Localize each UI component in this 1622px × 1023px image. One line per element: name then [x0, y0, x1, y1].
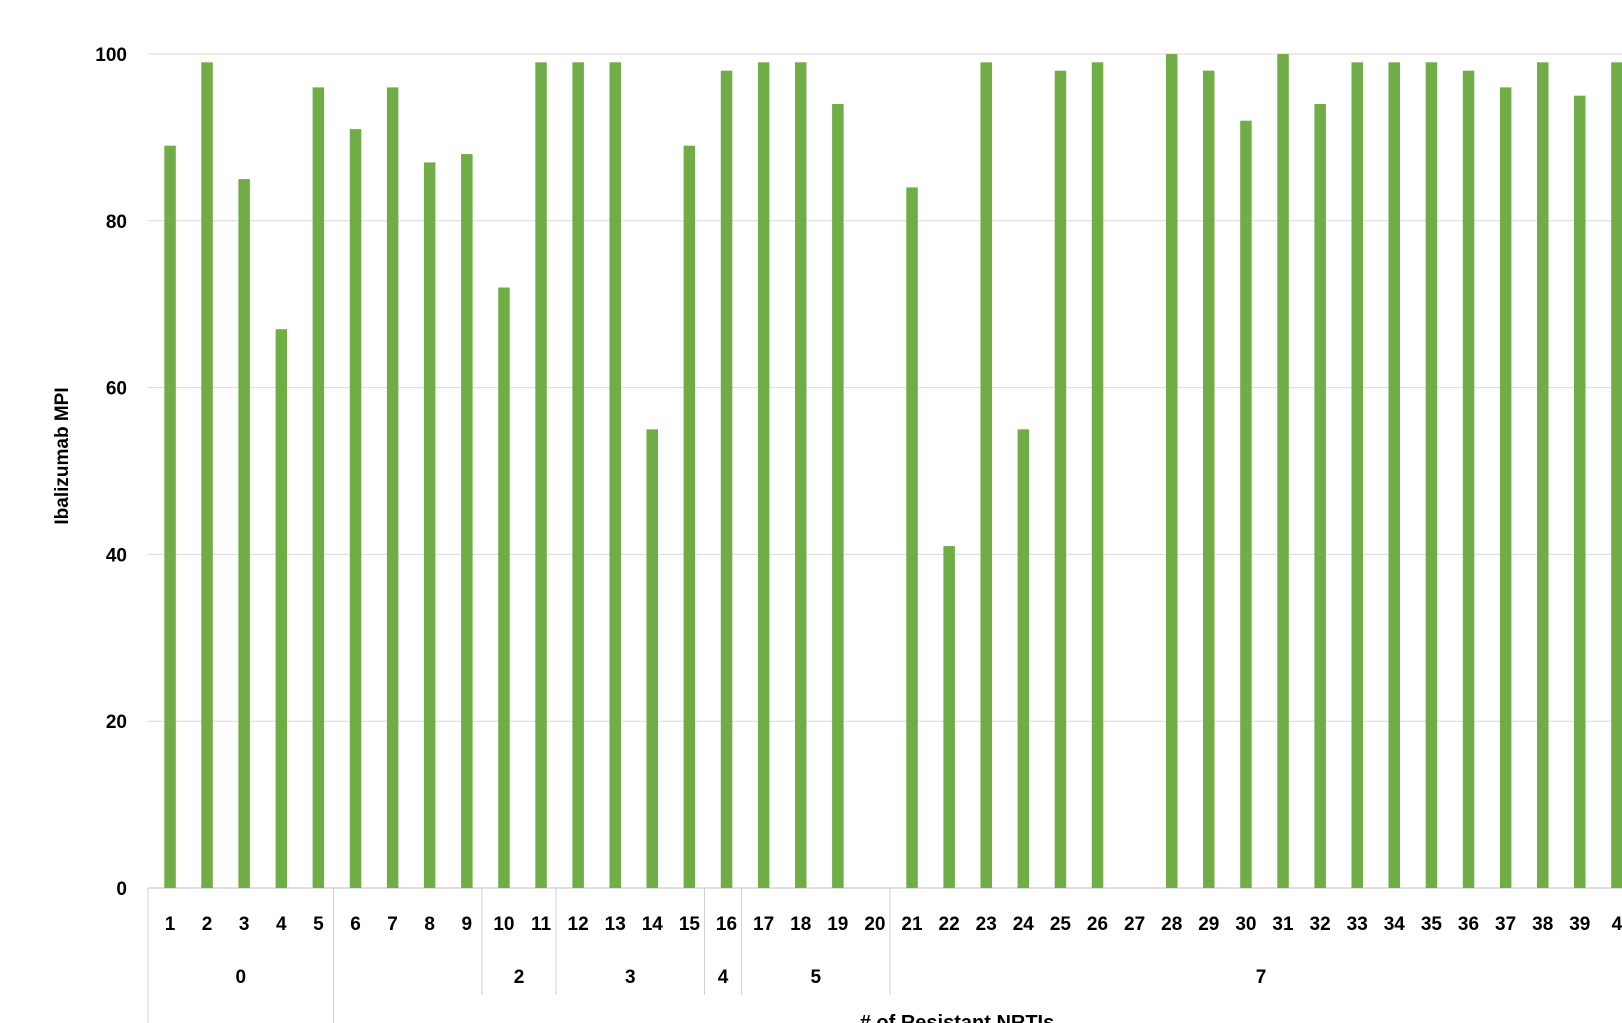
x-group-label: 0 — [236, 967, 247, 988]
bar — [1240, 120, 1252, 888]
x-tick-label: 32 — [1310, 914, 1331, 935]
bar — [1351, 62, 1363, 889]
x-tick-label: 29 — [1198, 914, 1219, 935]
x-tick-label: 39 — [1569, 914, 1590, 935]
bar — [1388, 62, 1400, 889]
bar — [461, 154, 473, 889]
x-tick-label: 30 — [1235, 914, 1256, 935]
x-tick-label: 15 — [679, 914, 701, 935]
x-tick-label: 21 — [901, 914, 923, 935]
bar — [943, 546, 955, 888]
bar — [1091, 62, 1104, 889]
x-tick-label: 31 — [1272, 914, 1294, 935]
x-tick-label: 36 — [1458, 914, 1479, 935]
x-tick-label: 33 — [1347, 914, 1368, 935]
bar — [1203, 70, 1215, 888]
x-group-label: 4 — [718, 967, 729, 988]
x-tick-label: 13 — [605, 914, 626, 935]
x-tick-label: 10 — [493, 914, 514, 935]
bar — [646, 429, 658, 888]
x-tick-label: 24 — [1013, 914, 1035, 935]
x-tick-label: 11 — [531, 914, 552, 935]
x-tick-label: 3 — [239, 914, 250, 935]
x-tick-label: 5 — [313, 914, 324, 935]
bar — [906, 187, 918, 888]
x-group-label: 3 — [625, 967, 636, 988]
bar — [1537, 62, 1549, 889]
x-tick-label: 23 — [976, 914, 997, 935]
y-axis-ticks: 0 20 40 60 80 100 — [95, 45, 127, 900]
x-tick-label: 22 — [939, 914, 960, 935]
bar — [832, 104, 844, 888]
bars — [164, 54, 1622, 889]
bar — [795, 62, 807, 889]
x-tick-label: 1 — [165, 914, 176, 935]
x-tick-label: 25 — [1050, 914, 1072, 935]
bar — [1314, 104, 1326, 888]
bar — [535, 62, 547, 889]
bar — [609, 62, 621, 889]
x-tick-label: 2 — [202, 914, 213, 935]
x-tick-label: 4 — [1612, 914, 1622, 935]
x-tick-label: 26 — [1087, 914, 1108, 935]
bar — [1054, 70, 1067, 888]
x-group-label: 7 — [1256, 967, 1267, 988]
bar — [1574, 95, 1586, 888]
y-tick-label: 100 — [95, 45, 127, 66]
bar — [312, 87, 325, 888]
x-tick-label: 35 — [1421, 914, 1443, 935]
x-tick-label: 34 — [1384, 914, 1406, 935]
bar — [1017, 429, 1030, 888]
bar — [201, 62, 213, 889]
bar — [498, 287, 510, 888]
bar — [1611, 62, 1622, 889]
y-tick-label: 0 — [116, 879, 127, 900]
x-tick-label: 14 — [642, 914, 664, 935]
x-tick-label: 38 — [1532, 914, 1553, 935]
bar — [349, 129, 362, 889]
y-tick-label: 80 — [106, 212, 127, 233]
x-tick-label: 18 — [790, 914, 811, 935]
x-tick-label: 7 — [387, 914, 398, 935]
x-tick-label: 19 — [827, 914, 848, 935]
y-tick-label: 40 — [106, 545, 127, 566]
bar — [683, 145, 696, 888]
bar — [275, 329, 288, 888]
x-tick-label: 16 — [716, 914, 737, 935]
x-tick-label: 37 — [1495, 914, 1516, 935]
bar — [572, 62, 584, 889]
bar — [386, 87, 399, 888]
bar — [423, 162, 436, 888]
bar — [980, 62, 992, 889]
x-tick-label: 17 — [753, 914, 774, 935]
x-tick-label: 28 — [1161, 914, 1182, 935]
x-axis-label: # of Resistant NRTIs — [860, 1012, 1054, 1023]
bar — [1277, 54, 1289, 888]
x-tick-label: 4 — [276, 914, 287, 935]
x-group-label: 2 — [514, 967, 525, 988]
bar — [1166, 54, 1178, 888]
y-tick-label: 60 — [106, 379, 127, 400]
bar — [757, 62, 770, 889]
x-tick-label: 9 — [462, 914, 473, 935]
bar — [164, 145, 176, 888]
x-group-label: 5 — [811, 967, 822, 988]
x-tick-label: 20 — [864, 914, 885, 935]
x-tick-label: 12 — [568, 914, 589, 935]
y-axis-label: Ibalizumab MPI — [52, 387, 73, 524]
x-tick-label: 8 — [424, 914, 435, 935]
bar — [1425, 62, 1438, 889]
y-tick-label: 20 — [106, 712, 127, 733]
bar — [1499, 87, 1512, 888]
x-tick-label: 27 — [1124, 914, 1145, 935]
bar — [238, 179, 250, 889]
x-axis-ticks: 1 2 3 4 5 6 7 8 9 10 11 12 13 14 15 16 17 18 19 20 21 22 23 24 2… — [165, 914, 1622, 935]
bar — [720, 70, 733, 888]
bar — [1462, 70, 1475, 888]
x-tick-label: 6 — [350, 914, 361, 935]
gridlines — [148, 53, 1622, 889]
